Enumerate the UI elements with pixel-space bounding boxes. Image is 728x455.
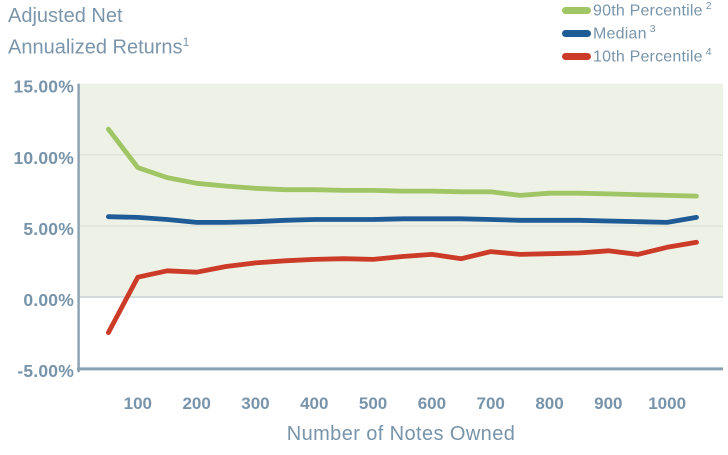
legend-swatch-median — [562, 30, 591, 37]
y-tick-label: -5.00% — [17, 361, 74, 381]
series-line-90th-percentile — [106, 126, 699, 199]
legend-item-median: Median 3 — [562, 22, 712, 45]
legend-footnote-marker: 4 — [705, 46, 712, 59]
legend-item-10th-percentile: 10th Percentile 4 — [562, 45, 712, 68]
series-line-10th-percentile — [106, 239, 699, 336]
x-tick-label: 600 — [418, 394, 446, 413]
x-tick-label: 700 — [477, 394, 505, 413]
legend-label-text: 90th Percentile — [593, 2, 703, 20]
legend-item-90th-percentile: 90th Percentile 2 — [562, 0, 712, 22]
x-tick-label: 200 — [182, 394, 210, 413]
x-tick-label: 300 — [241, 394, 269, 413]
y-tick-label: 5.00% — [23, 219, 74, 239]
x-tick-label: 1000 — [648, 394, 686, 413]
y-tick-label: 15.00% — [13, 77, 74, 97]
legend-footnote-marker: 2 — [705, 0, 712, 13]
x-tick-label: 500 — [359, 394, 387, 413]
chart-title-line2-text: Annualized Returns — [8, 36, 183, 59]
series-line-median — [106, 214, 699, 225]
x-tick-label: 100 — [124, 394, 152, 413]
chart-title-footnote-marker: 1 — [182, 35, 190, 49]
legend-label-10th-percentile: 10th Percentile 4 — [593, 46, 712, 66]
legend-label-text: Median — [593, 25, 647, 43]
legend-swatch-10th-percentile — [562, 53, 591, 60]
x-tick-label: 900 — [594, 394, 622, 413]
chart-title-line2: Annualized Returns1 — [8, 29, 189, 61]
x-tick-label: 400 — [300, 394, 328, 413]
y-tick-label: 10.00% — [13, 148, 74, 168]
x-tick-label: 800 — [535, 394, 563, 413]
chart-title: Adjusted Net Annualized Returns1 — [8, 3, 189, 61]
x-axis-title: Number of Notes Owned — [286, 423, 516, 445]
legend-label-median: Median 3 — [593, 23, 656, 43]
chart-legend: 90th Percentile 2 Median 3 10th Percentile… — [562, 0, 712, 68]
y-tick-label: 0.00% — [23, 290, 74, 310]
legend-label-90th-percentile: 90th Percentile 2 — [593, 0, 712, 20]
legend-footnote-marker: 3 — [649, 23, 656, 36]
legend-swatch-90th-percentile — [562, 7, 591, 14]
legend-label-text: 10th Percentile — [593, 48, 703, 66]
chart-title-line1: Adjusted Net — [8, 5, 123, 27]
